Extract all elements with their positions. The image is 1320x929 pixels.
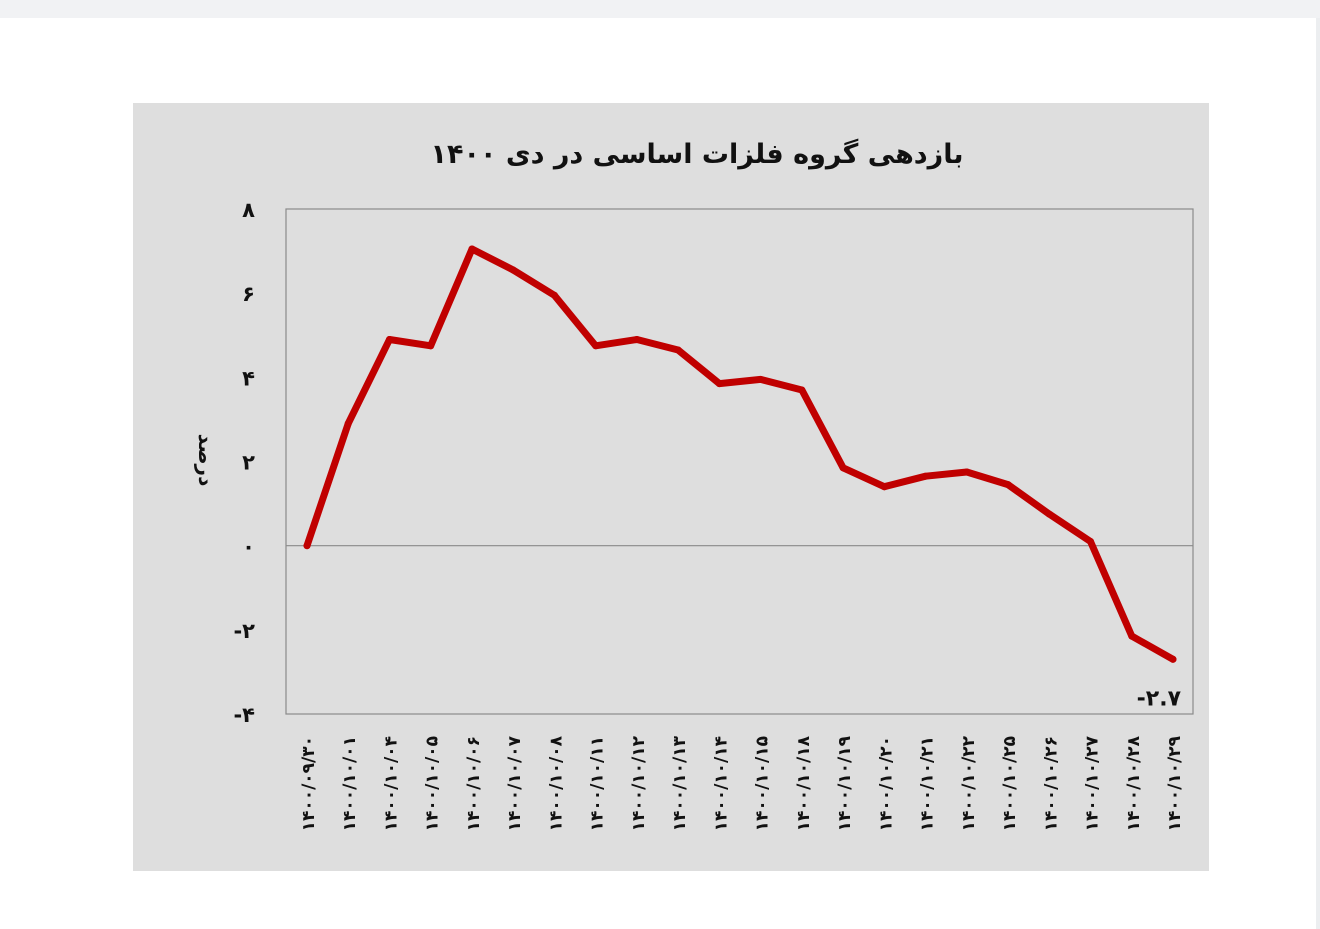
x-tick-label: ۱۴۰۰/۱۰/۱۲ — [629, 735, 649, 831]
data-point — [880, 483, 888, 491]
data-point — [509, 266, 517, 274]
x-tick-label: ۱۴۰۰/۱۰/۰۷ — [505, 735, 525, 831]
x-tick-label: ۱۴۰۰/۱۰/۱۱ — [588, 736, 608, 831]
y-axis-label: درصد — [194, 434, 218, 487]
x-tick-label: ۱۴۰۰/۱۰/۱۸ — [794, 735, 814, 831]
x-tick-label: ۱۴۰۰/۱۰/۲۵ — [1000, 736, 1020, 831]
x-tick-label: ۱۴۰۰/۱۰/۰۶ — [464, 736, 484, 831]
data-point — [757, 375, 765, 383]
plot-area — [285, 208, 1194, 715]
y-tick-label: ۰ — [242, 535, 255, 559]
data-point — [592, 342, 600, 350]
data-point — [674, 346, 682, 354]
x-tick-label: ۱۴۰۰/۱۰/۰۵ — [423, 736, 443, 831]
x-tick-label: ۱۴۰۰/۱۰/۲۶ — [1041, 736, 1061, 831]
data-point — [385, 335, 393, 343]
data-point — [922, 472, 930, 480]
x-tick-label: ۱۴۰۰/۱۰/۰۸ — [546, 735, 566, 831]
x-tick-label: ۱۴۰۰/۰۹/۳۰ — [299, 736, 319, 831]
x-tick-label: ۱۴۰۰/۱۰/۲۹ — [1165, 735, 1185, 831]
x-tick-label: ۱۴۰۰/۱۰/۲۰ — [876, 736, 896, 831]
data-point — [633, 335, 641, 343]
x-tick-label: ۱۴۰۰/۱۰/۲۱ — [918, 736, 938, 831]
data-point — [1004, 481, 1012, 489]
x-tick-label: ۱۴۰۰/۱۰/۲۷ — [1083, 735, 1103, 831]
chart-panel: بازدهی گروه فلزات اساسی در دی ۱۴۰۰ درصد … — [133, 103, 1209, 871]
x-tick-label: ۱۴۰۰/۱۰/۱۵ — [753, 736, 773, 831]
data-point — [468, 245, 476, 253]
x-tick-label: ۱۴۰۰/۱۰/۲۲ — [959, 735, 979, 831]
right-scroll-strip — [1316, 18, 1320, 929]
data-point — [1128, 632, 1136, 640]
y-axis-ticks: ۸ ۶ ۴ ۲ ۰ -۲ -۴ — [233, 198, 255, 727]
top-bar — [0, 0, 1320, 18]
y-tick-label: ۸ — [242, 198, 255, 222]
x-tick-label: ۱۴۰۰/۱۰/۰۴ — [381, 736, 401, 831]
data-point — [427, 342, 435, 350]
series-line — [303, 245, 1177, 663]
data-point — [963, 468, 971, 476]
data-point — [303, 542, 311, 550]
y-tick-label: ۲ — [242, 451, 255, 475]
x-axis-ticks: ۱۴۰۰/۰۹/۳۰ ۱۴۰۰/۱۰/۰۱ ۱۴۰۰/۱۰/۰۴ ۱۴۰۰/۱۰/۰۵… — [299, 735, 1185, 831]
x-tick-label: ۱۴۰۰/۱۰/۰۱ — [340, 736, 360, 831]
data-point — [715, 380, 723, 388]
data-point — [344, 420, 352, 428]
y-tick-label: -۲ — [233, 619, 255, 643]
data-point — [839, 464, 847, 472]
last-value-label: -۲.۷ — [1137, 686, 1182, 711]
annotations: -۲.۷ — [1137, 686, 1182, 711]
x-tick-label: ۱۴۰۰/۱۰/۱۳ — [670, 735, 690, 831]
data-point — [1087, 537, 1095, 545]
chart-title: بازدهی گروه فلزات اساسی در دی ۱۴۰۰ — [431, 138, 964, 170]
line-chart: بازدهی گروه فلزات اساسی در دی ۱۴۰۰ درصد … — [194, 138, 1194, 831]
data-point — [550, 291, 558, 299]
y-tick-label: ۶ — [242, 282, 255, 306]
data-point — [1045, 510, 1053, 518]
y-tick-label: ۴ — [242, 366, 255, 390]
data-point — [1169, 655, 1177, 663]
x-tick-label: ۱۴۰۰/۱۰/۱۹ — [835, 735, 855, 831]
x-tick-label: ۱۴۰۰/۱۰/۲۸ — [1124, 735, 1144, 831]
data-point — [798, 386, 806, 394]
y-tick-label: -۴ — [233, 703, 255, 727]
series-line-group — [303, 245, 1177, 663]
x-tick-label: ۱۴۰۰/۱۰/۱۴ — [711, 736, 731, 831]
